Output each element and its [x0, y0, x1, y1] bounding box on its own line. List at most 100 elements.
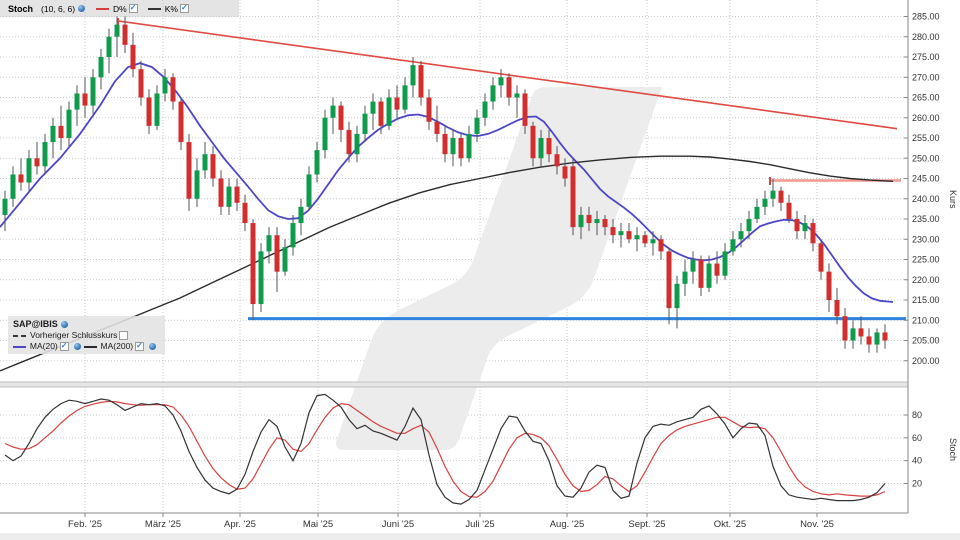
- stoch-layer[interactable]: [4, 393, 886, 505]
- candle-down: [82, 93, 88, 106]
- price-tick-label: 240.00: [912, 194, 940, 204]
- price-tick-label: 225.00: [912, 255, 940, 265]
- candle-up: [754, 206, 760, 219]
- price-axis-title: Kurs: [948, 190, 958, 209]
- candle-down: [506, 77, 512, 98]
- candle-up: [330, 105, 336, 118]
- candle-down: [34, 158, 40, 167]
- candle-up: [722, 251, 728, 276]
- candle-up: [98, 57, 104, 78]
- ma20-checkbox[interactable]: [59, 342, 69, 351]
- candle-down: [434, 121, 440, 134]
- stoch-globe-icon[interactable]: [78, 5, 86, 12]
- price-tick-label: 200.00: [912, 356, 940, 366]
- candle-down: [834, 300, 840, 317]
- candle-up: [106, 36, 112, 57]
- instrument-title: SAP@IBIS: [13, 318, 58, 329]
- candle-up: [26, 158, 32, 183]
- candle-down: [858, 328, 864, 337]
- prev-close-label: Vorheriger Schlusskurs: [30, 329, 118, 340]
- price-tick-label: 255.00: [912, 133, 940, 143]
- candle-up: [482, 101, 488, 118]
- stoch-k-checkbox[interactable]: [179, 4, 189, 13]
- candle-down: [562, 166, 568, 179]
- candle-up: [498, 77, 504, 86]
- price-tick-label: 270.00: [912, 72, 940, 82]
- candle-down: [794, 219, 800, 232]
- price-tick-label: 210.00: [912, 315, 940, 325]
- candle-down: [378, 101, 384, 126]
- stoch-k-line[interactable]: [4, 393, 886, 505]
- ma20-globe-icon[interactable]: [73, 343, 81, 350]
- instrument-globe-icon[interactable]: [60, 321, 68, 328]
- candle-up: [114, 24, 120, 37]
- candle-down: [418, 65, 424, 98]
- trendline-anchor[interactable]: [117, 17, 119, 25]
- ma20-label: MA(20): [29, 340, 58, 351]
- candle-up: [618, 231, 624, 236]
- candle-up: [290, 223, 296, 248]
- candle-up: [578, 214, 584, 228]
- candle-down: [554, 154, 560, 167]
- candle-up: [282, 247, 288, 272]
- ma200-globe-icon[interactable]: [149, 343, 156, 350]
- candle-up: [266, 235, 272, 252]
- price-tick-label: 205.00: [912, 336, 940, 346]
- candle-up: [538, 138, 544, 159]
- candle-down: [826, 271, 832, 300]
- candle-down: [122, 24, 128, 45]
- candle-down: [714, 263, 720, 276]
- candle-up: [634, 235, 640, 240]
- candle-down: [698, 259, 704, 288]
- prev-close-checkbox[interactable]: [119, 331, 129, 340]
- panel-divider[interactable]: [0, 382, 908, 387]
- candle-down: [58, 125, 64, 138]
- candle-up: [386, 97, 392, 126]
- candle-down: [818, 243, 824, 272]
- candle-up: [770, 190, 776, 199]
- candle-up: [362, 113, 368, 134]
- price-tick-label: 285.00: [912, 12, 940, 22]
- price-tick-label: 230.00: [912, 234, 940, 244]
- candle-down: [234, 186, 240, 203]
- candle-up: [298, 206, 304, 224]
- candle-up: [450, 138, 456, 155]
- candle-up: [2, 198, 8, 215]
- candle-down: [178, 101, 184, 143]
- candles-layer[interactable]: [2, 16, 888, 353]
- candle-up: [850, 328, 856, 341]
- month-label: März '25: [145, 519, 181, 530]
- candle-up: [194, 170, 200, 199]
- stoch-d-checkbox[interactable]: [128, 4, 138, 13]
- candle-up: [410, 65, 416, 86]
- ma200-checkbox[interactable]: [135, 342, 145, 351]
- stoch-tick-label: 60: [912, 433, 922, 443]
- candle-up: [490, 85, 496, 102]
- ma20-line[interactable]: [0, 62, 894, 303]
- price-tick-label: 250.00: [912, 153, 940, 163]
- resistance-anchor[interactable]: [769, 177, 771, 186]
- stoch-k-label: K%: [164, 3, 178, 14]
- candle-down: [186, 142, 192, 199]
- ma200-line[interactable]: [0, 155, 894, 372]
- price-tick-label: 215.00: [912, 295, 940, 305]
- candle-up: [682, 271, 688, 284]
- descending-trendline[interactable]: [117, 20, 898, 130]
- candle-down: [882, 332, 888, 341]
- candle-up: [874, 332, 880, 345]
- bottom-strip: [0, 533, 960, 540]
- candle-down: [546, 138, 552, 155]
- candle-up: [746, 219, 752, 232]
- candle-down: [458, 138, 464, 159]
- candle-up: [674, 283, 680, 309]
- month-label: Nov. '25: [800, 519, 834, 530]
- stoch-d-label: D%: [113, 3, 127, 14]
- candle-down: [570, 166, 576, 228]
- candle-down: [810, 223, 816, 244]
- candle-up: [474, 117, 480, 134]
- candle-down: [146, 97, 152, 126]
- candle-down: [274, 235, 280, 272]
- price-tick-label: 220.00: [912, 275, 940, 285]
